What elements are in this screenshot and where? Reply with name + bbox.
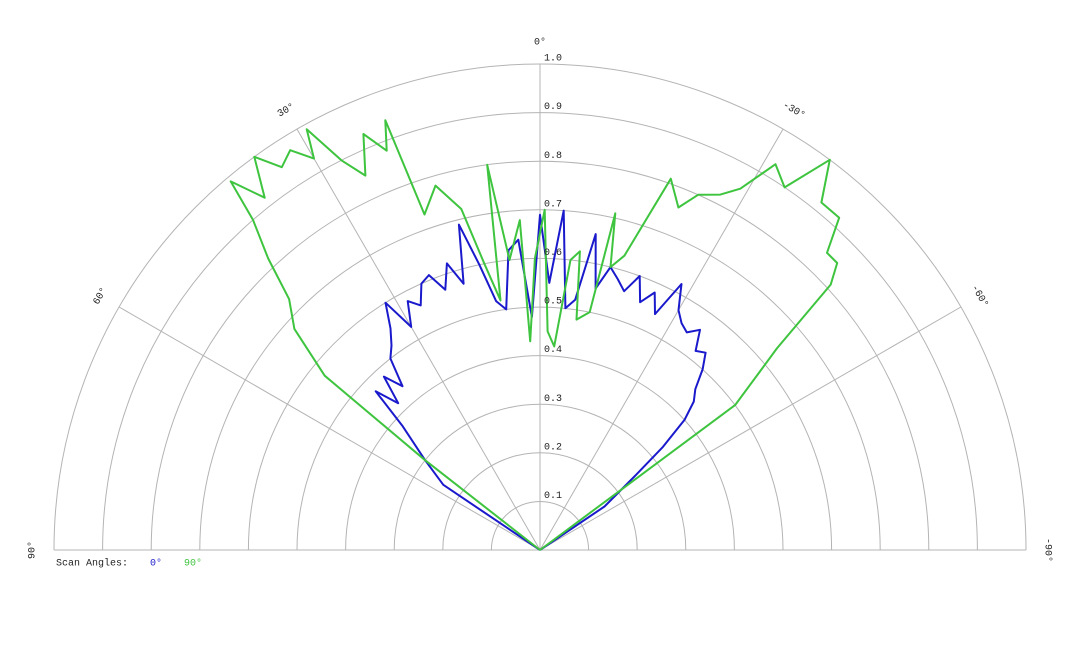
series-line [229, 119, 841, 551]
theta-tick-label: 60° [91, 286, 110, 308]
legend: Scan Angles: 0° 90° [56, 558, 202, 570]
grid-spoke [539, 128, 784, 551]
grid [53, 63, 1027, 551]
grid-spoke [118, 306, 541, 551]
r-tick-label: 0.3 [544, 394, 562, 405]
theta-tick-label: -90° [1041, 538, 1053, 562]
legend-title: Scan Angles: [56, 558, 128, 570]
r-tick-label: 0.6 [544, 248, 562, 259]
legend-entry: 0° [150, 558, 162, 570]
r-tick-label: 0.9 [544, 102, 562, 113]
theta-tick-label: 90° [27, 541, 39, 559]
theta-tick-label: 30° [276, 101, 298, 120]
theta-tick-label: -60° [968, 283, 990, 310]
grid-spoke [539, 306, 962, 551]
r-tick-label: 0.7 [544, 199, 562, 210]
r-tick-label: 0.4 [544, 345, 562, 356]
theta-tick-label: 0° [534, 37, 546, 49]
plot-area [229, 119, 841, 551]
r-tick-label: 0.8 [544, 151, 562, 162]
theta-tick-label: -30° [780, 99, 807, 121]
r-tick-label: 0.2 [544, 442, 562, 453]
grid-spoke [296, 128, 541, 551]
r-tick-label: 0.5 [544, 297, 562, 308]
r-tick-label: 0.1 [544, 491, 562, 502]
series-line [374, 209, 707, 551]
r-tick-label: 1.0 [544, 54, 562, 65]
legend-entry: 90° [184, 558, 202, 570]
